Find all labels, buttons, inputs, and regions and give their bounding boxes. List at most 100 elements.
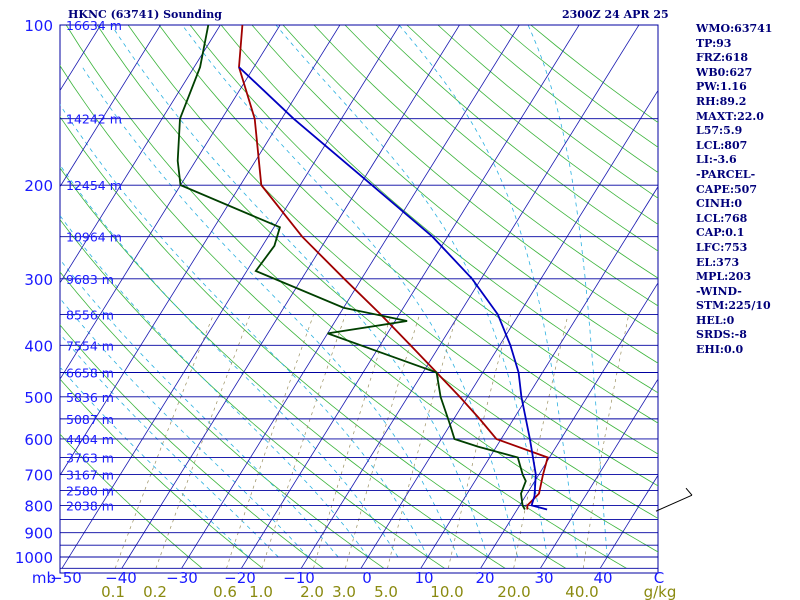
- mixing-ratio-tick-label: 2.0: [300, 583, 324, 600]
- isotherm-line: [60, 25, 341, 477]
- dry-adiabat-line: [96, 25, 658, 519]
- index-line: TP:93: [696, 36, 732, 50]
- index-line: EL:373: [696, 255, 740, 269]
- pressure-tick-label: 300: [24, 271, 53, 289]
- height-label: 12454 m: [66, 178, 122, 193]
- height-label: 4404 m: [66, 432, 114, 447]
- dry-adiabat-line: [60, 433, 203, 569]
- height-label: 14242 m: [66, 112, 122, 127]
- height-label: 2038 m: [66, 498, 114, 513]
- dry-adiabat-line: [60, 324, 324, 569]
- mixing-ratio-line: [313, 314, 392, 569]
- moist-adiabat-line: [60, 215, 369, 558]
- index-line: CAPE:507: [696, 182, 757, 196]
- index-line: STM:225/10: [696, 299, 771, 313]
- pressure-tick-label: 500: [24, 389, 53, 407]
- moist-adiabat-line: [60, 164, 399, 558]
- mixing-ratio-tick-label: 10.0: [430, 583, 463, 600]
- index-line: CINH:0: [696, 197, 743, 211]
- index-line: EHI:0.0: [696, 343, 744, 357]
- height-label: 9683 m: [66, 272, 114, 287]
- index-line: MAXT:22.0: [696, 109, 764, 123]
- pressure-tick-label: 100: [24, 17, 53, 35]
- mixing-ratio-line: [344, 314, 420, 569]
- moist-adiabat-line: [82, 66, 459, 558]
- dry-adiabat-line: [60, 167, 506, 569]
- parcel-line: [238, 66, 548, 511]
- height-label: 6658 m: [66, 366, 114, 381]
- dry-adiabat-line: [344, 25, 658, 279]
- index-line: LI:-3.6: [696, 153, 737, 167]
- temperature-tick-label: −20: [224, 569, 256, 587]
- isotherm-line: [60, 25, 221, 284]
- index-line: LFC:753: [696, 240, 748, 254]
- mixing-ratio-tick-label: 20.0: [497, 583, 530, 600]
- isotherm-line: [420, 185, 658, 569]
- isotherm-line: [241, 25, 580, 569]
- dry-adiabat-line: [313, 25, 658, 307]
- temperature-tick-label: C: [654, 569, 664, 587]
- height-label: 7554 m: [66, 338, 114, 353]
- mixing-ratio-tick-label: 0.2: [143, 583, 167, 600]
- index-line: RH:89.2: [696, 94, 747, 108]
- index-line: PW:1.16: [696, 80, 747, 94]
- pressure-tick-label: 800: [24, 497, 53, 515]
- index-line: LCL:807: [696, 138, 748, 152]
- isotherm-line: [300, 25, 640, 569]
- dry-adiabat-line: [158, 25, 658, 455]
- isotherm-line: [60, 25, 161, 188]
- isotherm-line: [360, 89, 658, 569]
- height-label: 3167 m: [66, 468, 114, 483]
- mixing-ratio-tick-label: 40.0: [565, 583, 598, 600]
- plot-frame: [59, 24, 659, 574]
- dry-adiabat-line: [60, 378, 263, 569]
- isotherm-line: [0, 13, 48, 568]
- dry-adiabat-line: [189, 25, 658, 424]
- moist-adiabat-line: [60, 366, 249, 558]
- height-label: 2580 m: [66, 484, 114, 499]
- index-line: HEL:0: [696, 313, 735, 327]
- isotherm-line: [60, 25, 281, 380]
- indices-panel: WMO:63741 TP:93 FRZ:618 WB0:627 PW:1.16 RH:89…: [696, 22, 800, 358]
- dry-adiabat-line: [60, 218, 445, 569]
- isotherm-line: [599, 474, 658, 569]
- temperature-tick-label: −50: [50, 569, 82, 587]
- dry-adiabat-line: [282, 25, 658, 335]
- chart-time: 2300Z 24 APR 25: [562, 8, 669, 21]
- index-line: MPL:203: [696, 270, 752, 284]
- temperature-tick-label: 40: [593, 569, 612, 587]
- mixing-ratio-unit-label: g/kg: [644, 583, 677, 600]
- index-line: SRDS:-8: [696, 328, 747, 342]
- wind-barb-staff: [655, 494, 693, 512]
- height-label: 8556 m: [66, 307, 114, 322]
- temperature-tick-label: 10: [414, 569, 433, 587]
- index-line: CAP:0.1: [696, 226, 745, 240]
- pressure-tick-label: 900: [24, 525, 53, 543]
- moist-adiabat-line: [60, 104, 429, 558]
- mixing-ratio-tick-label: 0.6: [213, 583, 237, 600]
- mixing-ratio-line: [387, 314, 458, 569]
- index-line: WMO:63741: [696, 22, 773, 35]
- temperature-tick-label: −40: [105, 569, 137, 587]
- isotherm-line: [540, 378, 658, 569]
- temperature-tick-label: 20: [475, 569, 494, 587]
- mixing-ratio-line: [513, 314, 569, 569]
- pressure-tick-label: 200: [24, 177, 53, 195]
- mixing-ratio-line: [582, 314, 630, 569]
- pressure-tick-label: 1000: [15, 549, 53, 567]
- height-label: 16634 m: [66, 18, 122, 33]
- dry-adiabat-line: [60, 116, 567, 569]
- index-line: WB0:627: [696, 65, 753, 79]
- isotherm-line: [480, 282, 658, 569]
- dry-adiabat-line: [65, 25, 658, 553]
- temperature-tick-label: 0: [362, 569, 372, 587]
- index-line: FRZ:618: [696, 51, 749, 65]
- dry-adiabat-line: [60, 64, 627, 569]
- height-label: 5087 m: [66, 412, 114, 427]
- isotherm-line: [121, 25, 460, 569]
- temperature-tick-label: 30: [534, 569, 553, 587]
- isotherm-line: [181, 25, 520, 569]
- index-line: LCL:768: [696, 211, 748, 225]
- height-label: 3763 m: [66, 450, 114, 465]
